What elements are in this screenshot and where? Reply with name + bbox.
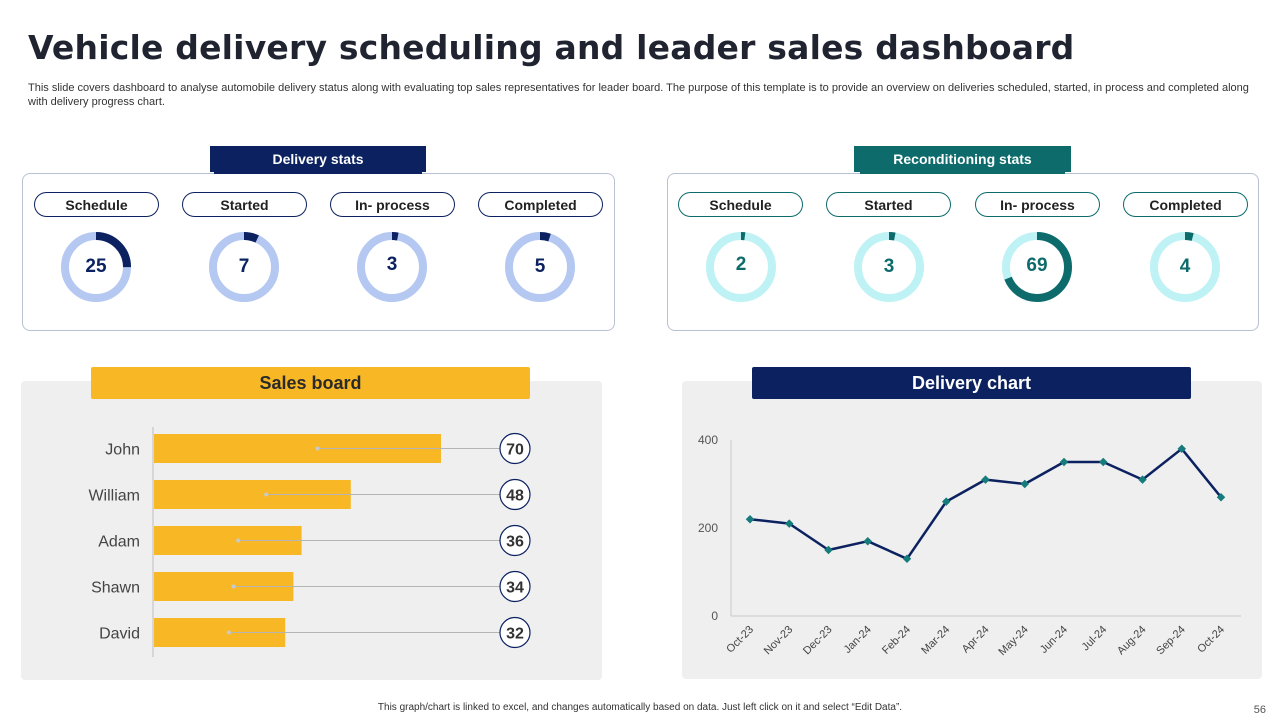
recond-inprocess-donut: [1002, 232, 1072, 302]
sales-board-header: Sales board: [91, 367, 530, 399]
delivery-point-marker: [1099, 457, 1108, 467]
line-x-tick-label: Feb-24: [880, 624, 913, 657]
delivery-point-marker: [1216, 492, 1226, 502]
line-x-tick-label: Jan-24: [842, 624, 874, 656]
sales-value-circle: [499, 570, 531, 603]
sales-leader-dot: [236, 538, 241, 543]
donut-progress-arc: [505, 232, 575, 302]
delivery-point-marker: [785, 519, 794, 528]
line-x-tick-label: Nov-23: [762, 624, 796, 658]
sales-value-label: 34: [506, 580, 524, 597]
delivery-chart-header: Delivery chart: [752, 367, 1191, 399]
recond-schedule-pill: Schedule: [678, 192, 803, 217]
recond-completed-value: 4: [1179, 256, 1191, 277]
donut-progress-arc: [854, 232, 924, 302]
delivery-stats-underline: [214, 172, 422, 174]
sales-value-circle: [499, 524, 531, 557]
line-x-tick-label: Jun-24: [1038, 624, 1070, 656]
delivery-started-value: 7: [238, 256, 250, 277]
sales-value-circle: [499, 432, 531, 465]
recond-completed-pill: Completed: [1123, 192, 1248, 217]
line-x-tick-label: Oct-23: [724, 624, 756, 656]
line-x-tick-label: Apr-24: [960, 624, 992, 656]
recond-started-value: 3: [883, 256, 895, 277]
delivery-point-marker: [981, 475, 990, 484]
delivery-completed-pill: Completed: [478, 192, 603, 217]
sales-value-label: 32: [506, 626, 524, 643]
line-x-tick-label: Mar-24: [919, 624, 952, 657]
line-x-tick-label: May-24: [996, 624, 1030, 658]
page-subtitle: This slide covers dashboard to analyse a…: [28, 82, 1249, 108]
sales-name-label: David: [99, 626, 140, 643]
delivery-started-donut: [209, 232, 279, 302]
donut-progress-arc: [61, 232, 131, 302]
sales-leader-dot: [264, 492, 269, 497]
delivery-stats-tag: Delivery stats: [210, 146, 426, 172]
line-y-tick-label: 200: [698, 521, 718, 535]
delivery-point-marker: [1177, 444, 1186, 454]
delivery-inprocess-donut: [357, 232, 427, 302]
donut-progress-arc: [1150, 232, 1220, 302]
page-title: Vehicle delivery scheduling and leader s…: [28, 28, 1075, 67]
sales-name-label: William: [88, 488, 140, 505]
delivery-completed-value: 5: [534, 256, 546, 277]
sales-value-label: 36: [506, 534, 524, 551]
footer-note: This graph/chart is linked to excel, and…: [377, 702, 903, 713]
delivery-point-marker: [1020, 479, 1029, 489]
donut-progress-arc: [209, 232, 279, 302]
recond-inprocess-value: 69: [1026, 255, 1048, 276]
delivery-inprocess-value: 3: [386, 254, 398, 275]
line-x-tick-label: Oct-24: [1195, 624, 1227, 656]
delivery-point-marker: [1138, 475, 1147, 484]
delivery-point-marker: [942, 497, 951, 506]
sales-name-label: Shawn: [91, 580, 140, 597]
page-number: 56: [1253, 704, 1266, 716]
line-x-tick-label: Dec-23: [801, 624, 835, 658]
sales-value-circle: [499, 616, 531, 649]
donut-progress-arc: [1002, 232, 1072, 302]
recond-schedule-donut: [706, 232, 776, 302]
sales-value-circle: [499, 478, 531, 511]
delivery-started-pill: Started: [182, 192, 307, 217]
line-x-tick-label: Sep-24: [1154, 624, 1188, 658]
delivery-series-line: [749, 447, 1222, 561]
sales-value-label: 70: [506, 442, 524, 459]
delivery-point-marker: [1059, 457, 1069, 467]
sales-value-label: 48: [506, 488, 524, 505]
delivery-schedule-pill: Schedule: [34, 192, 159, 217]
sales-leader-dot: [226, 630, 231, 635]
sales-name-label: John: [105, 442, 140, 459]
sales-leader-dot: [315, 446, 320, 451]
delivery-chart-panel: [682, 381, 1262, 679]
delivery-point-marker: [824, 545, 833, 555]
reconditioning-stats-tag: Reconditioning stats: [854, 146, 1071, 172]
donut-progress-arc: [706, 232, 776, 302]
recond-started-pill: Started: [826, 192, 951, 217]
delivery-completed-donut: [505, 232, 575, 302]
delivery-inprocess-pill: In- process: [330, 192, 455, 217]
line-y-tick-label: 400: [698, 433, 718, 447]
delivery-point-marker: [902, 554, 912, 564]
reconditioning-stats-underline: [860, 172, 1065, 174]
delivery-point-marker: [745, 514, 755, 524]
sales-name-label: Adam: [98, 534, 140, 551]
delivery-schedule-value: 25: [85, 256, 107, 277]
donut-progress-arc: [357, 232, 427, 302]
delivery-point-marker: [863, 536, 872, 546]
line-x-tick-label: Jul-24: [1080, 624, 1110, 654]
recond-schedule-value: 2: [735, 254, 747, 275]
delivery-schedule-donut: [61, 232, 131, 302]
sales-leader-dot: [231, 584, 236, 589]
line-y-tick-label: 0: [711, 609, 718, 623]
recond-completed-donut: [1150, 232, 1220, 302]
line-x-tick-label: Aug-24: [1115, 624, 1149, 658]
recond-inprocess-pill: In- process: [975, 192, 1100, 217]
recond-started-donut: [854, 232, 924, 302]
